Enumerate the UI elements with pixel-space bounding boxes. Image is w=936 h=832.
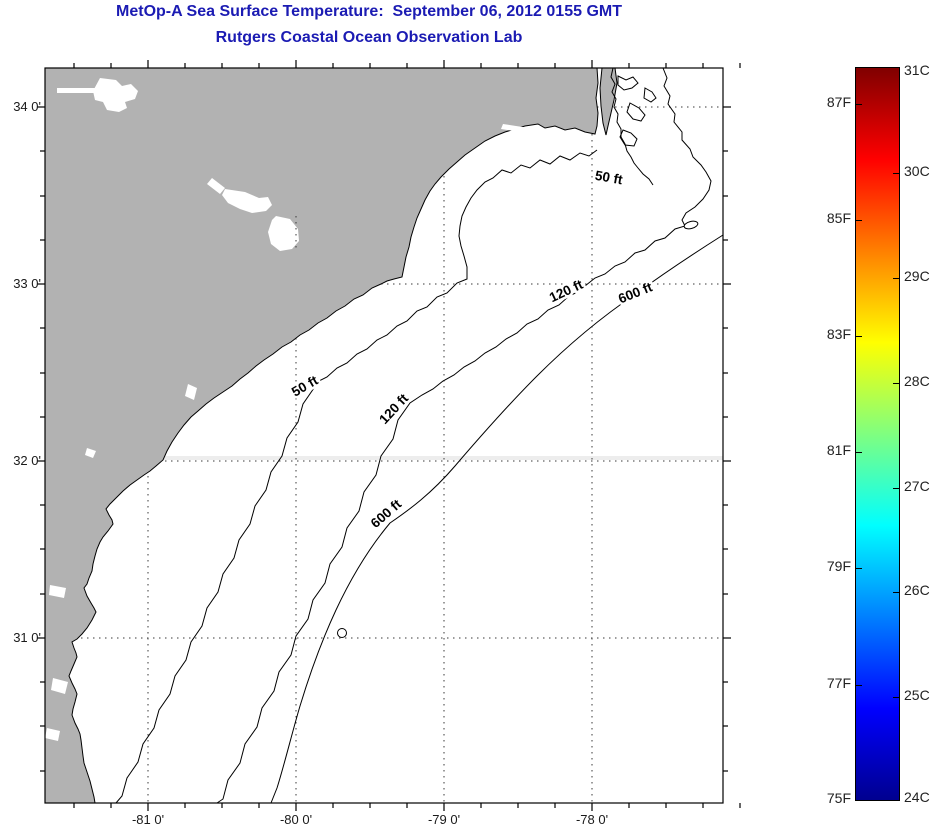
colorbar-label-79f: 79F [826,558,851,574]
colorbar-tick-c [893,383,899,384]
sst-map: 50 ft 50 ft 120 ft 120 ft 600 ft 600 ft [37,60,741,811]
colorbar-tick-f [856,568,862,569]
y-tick-label-34: 34 0' [13,99,41,114]
isolated-contour-circle [337,628,347,638]
colorbar-label-81f: 81F [826,442,851,458]
colorbar-label-77f: 77F [826,675,851,691]
cloud-patches [45,78,529,741]
x-tick-label-81: -81 0' [131,812,165,827]
plot-title: MetOp-A Sea Surface Temperature: Septemb… [116,3,622,20]
contour-ring-islet [683,220,699,230]
temperature-colorbar [855,67,900,801]
colorbar-label-75f: 75F [826,790,851,806]
y-tick-label-33: 33 0' [13,276,41,291]
colorbar-tick-f [856,104,862,105]
colorbar-tick-c [893,697,899,698]
colorbar-label-85f: 85F [826,210,851,226]
plot-subtitle: Rutgers Coastal Ocean Observation Lab [215,29,523,46]
x-tick-label-80: -80 0' [279,812,313,827]
contour-600ft [270,234,724,804]
colorbar-label-28c: 28C [904,373,930,389]
colorbar-label-29c: 29C [904,268,930,284]
colorbar-tick-c [893,592,899,593]
contour-50ft-main [115,149,598,804]
axis-ticks [37,60,741,811]
colorbar-tick-f [856,452,862,453]
y-tick-label-32: 32 0' [13,453,41,468]
colorbar-label-24c: 24C [904,789,930,805]
axes-border [44,67,724,804]
colorbar-tick-c [893,278,899,279]
x-tick-label-78: -78 0' [575,812,609,827]
contour-50ft-east [610,67,654,186]
colorbar-label-26c: 26C [904,582,930,598]
swath-artifact-stripe [135,456,723,460]
colorbar-tick-c [893,173,899,174]
colorbar-label-25c: 25C [904,687,930,703]
colorbar-tick-f [856,336,862,337]
colorbar-tick-f [856,685,862,686]
colorbar-label-30c: 30C [904,163,930,179]
contour-120ft [216,67,712,804]
colorbar-tick-f [856,220,862,221]
colorbar-label-83f: 83F [826,326,851,342]
colorbar-label-31c: 31C [904,62,930,78]
colorbar-label-87f: 87F [826,94,851,110]
x-tick-label-79: -79 0' [427,812,461,827]
colorbar-tick-c [893,488,899,489]
y-tick-label-31: 31 0' [13,630,41,645]
river-east-bank [599,67,618,136]
colorbar-label-27c: 27C [904,478,930,494]
land-mass [44,67,599,804]
